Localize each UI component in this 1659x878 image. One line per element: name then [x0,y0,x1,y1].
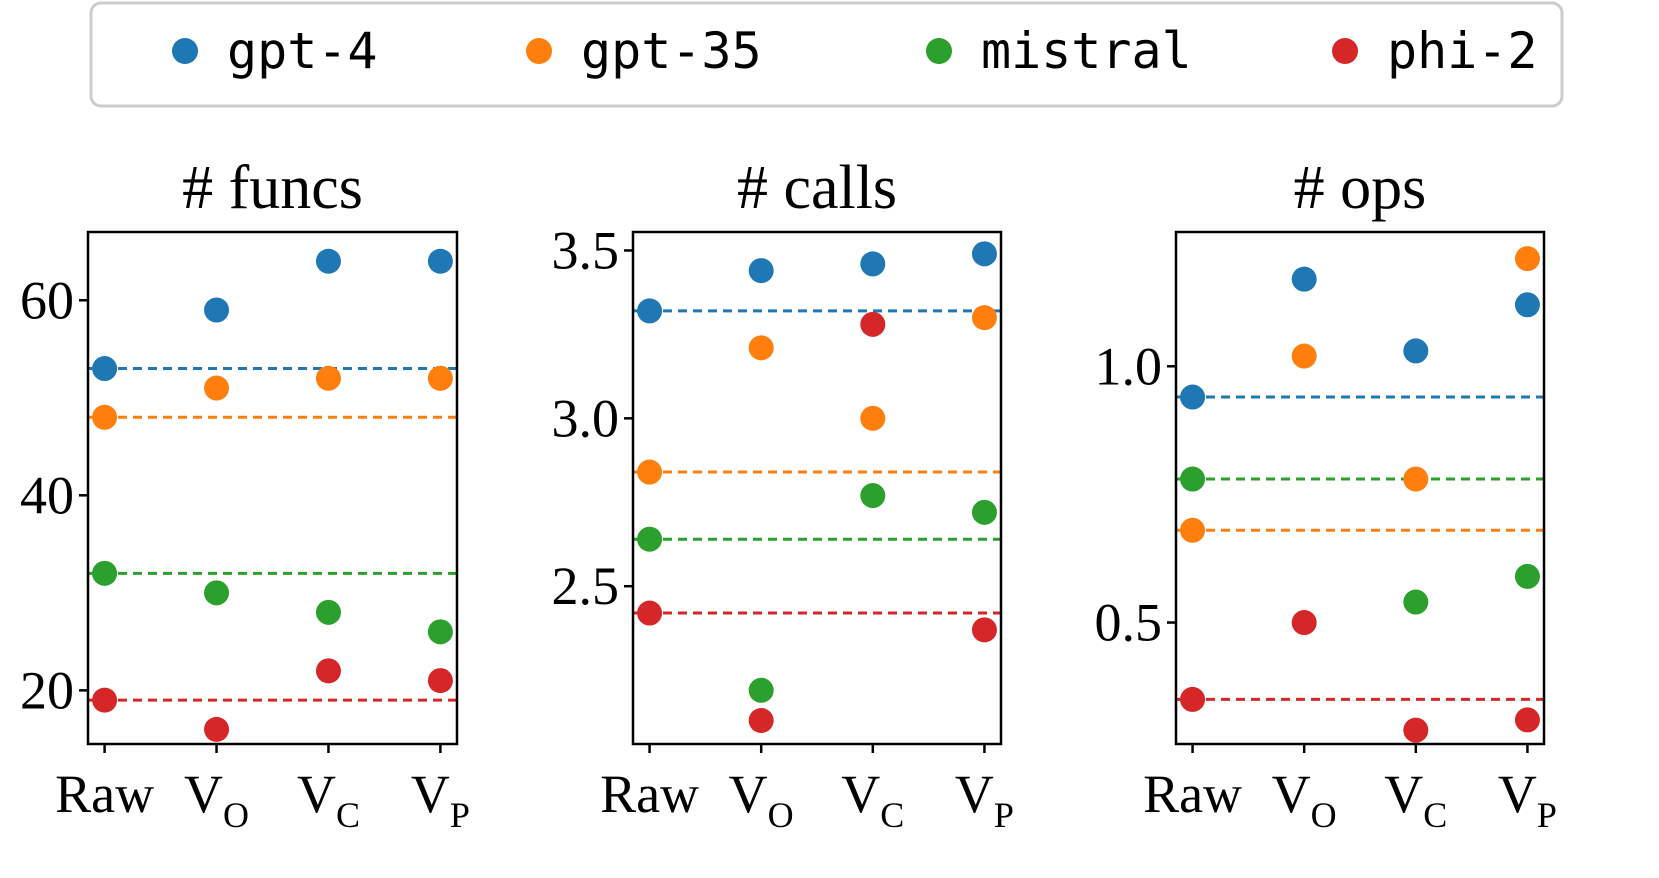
panel-ops: # ops 0.5 1.0 Raw VO VC VP [1095,154,1557,835]
point-phi-2-v-c [1403,717,1429,743]
panel-title-funcs: # funcs [182,154,363,222]
x-tick-label-v-o: VO [729,764,794,835]
y-tick-label: 1.0 [1095,336,1163,396]
panel-title-ops: # ops [1294,154,1427,222]
point-gpt-35-v-p [971,305,997,331]
point-gpt-4-raw [637,298,663,324]
plot-frame [631,230,1003,746]
point-gpt-35-v-c [860,405,886,431]
point-mistral-v-p [1514,563,1540,589]
legend: gpt-4 gpt-35 mistral phi-2 [89,1,1564,108]
point-mistral-raw [92,560,118,586]
panel-calls: # calls 2.5 3.0 3.5 Raw VO VC VP [552,154,1014,835]
point-mistral-v-c [860,483,886,509]
chart-panels: # funcs 20 40 60 Raw VO VC VP # calls 2.5 3.0 3.5 Ra… [20,154,1557,835]
point-gpt-4-v-o [1291,266,1317,292]
legend-label-phi-2: phi-2 [1387,22,1538,80]
point-mistral-raw [1180,466,1206,492]
x-tick-label-v-o: VO [1272,764,1337,835]
plot-frame [1174,230,1546,746]
point-gpt-4-v-p [427,248,453,274]
x-tick-label-raw: Raw [1143,764,1242,824]
x-tick-label-raw: Raw [600,764,699,824]
point-gpt-4-v-o [748,258,774,284]
x-tick-label-v-c: VC [841,764,904,835]
point-gpt-4-v-c [315,248,341,274]
legend-marker-phi-2 [1332,38,1358,64]
point-gpt-35-v-o [748,335,774,361]
point-phi-2-v-c [315,658,341,684]
legend-label-gpt-4: gpt-4 [227,22,378,80]
point-phi-2-raw [1180,686,1206,712]
x-tick-label-v-p: VP [1498,764,1557,835]
point-gpt-4-raw [1180,384,1206,410]
point-gpt-35-v-p [427,365,453,391]
y-tick-label: 2.5 [552,556,620,616]
point-gpt-35-raw [92,404,118,430]
point-mistral-raw [637,526,663,552]
x-tick-label-v-p: VP [411,764,470,835]
point-phi-2-v-p [1514,707,1540,733]
y-tick-label: 20 [20,660,74,720]
panel-title-calls: # calls [737,154,897,222]
point-mistral-v-c [315,599,341,625]
legend-marker-gpt-4 [172,38,198,64]
x-tick-label-v-c: VC [1384,764,1447,835]
point-mistral-v-o [748,677,774,703]
point-gpt-35-v-o [1291,343,1317,369]
y-tick-label: 40 [20,465,74,525]
y-tick-label: 60 [20,270,74,330]
y-tick-label: 3.0 [552,388,620,448]
legend-label-mistral: mistral [981,22,1192,80]
point-gpt-4-v-c [860,251,886,277]
legend-box [89,1,1564,108]
legend-label-gpt-35: gpt-35 [581,22,762,80]
point-phi-2-v-c [860,311,886,337]
point-gpt-35-v-p [1514,246,1540,272]
point-gpt-4-v-c [1403,338,1429,364]
legend-marker-mistral [926,38,952,64]
y-tick-label: 3.5 [552,220,620,280]
plot-frame [86,230,459,746]
point-phi-2-raw [92,687,118,713]
point-mistral-v-p [971,499,997,525]
point-gpt-4-v-o [204,297,230,323]
point-mistral-v-p [427,619,453,645]
y-tick-label: 0.5 [1095,593,1163,653]
point-gpt-35-v-o [204,375,230,401]
x-tick-label-v-o: VO [184,764,249,835]
point-gpt-35-raw [637,459,663,485]
point-phi-2-v-o [748,707,774,733]
x-tick-label-v-p: VP [955,764,1014,835]
point-phi-2-raw [637,600,663,626]
point-gpt-4-v-p [1514,292,1540,318]
point-mistral-v-c [1403,589,1429,615]
point-phi-2-v-p [971,617,997,643]
point-gpt-4-v-p [971,241,997,267]
point-phi-2-v-p [427,668,453,694]
legend-marker-gpt-35 [526,38,552,64]
point-gpt-35-raw [1180,517,1206,543]
point-gpt-35-v-c [315,365,341,391]
point-gpt-35-v-c [1403,466,1429,492]
x-tick-label-v-c: VC [297,764,360,835]
point-phi-2-v-o [204,716,230,742]
point-phi-2-v-o [1291,610,1317,636]
x-tick-label-raw: Raw [55,764,154,824]
panel-funcs: # funcs 20 40 60 Raw VO VC VP [20,154,470,835]
point-mistral-v-o [204,580,230,606]
point-gpt-4-raw [92,356,118,382]
